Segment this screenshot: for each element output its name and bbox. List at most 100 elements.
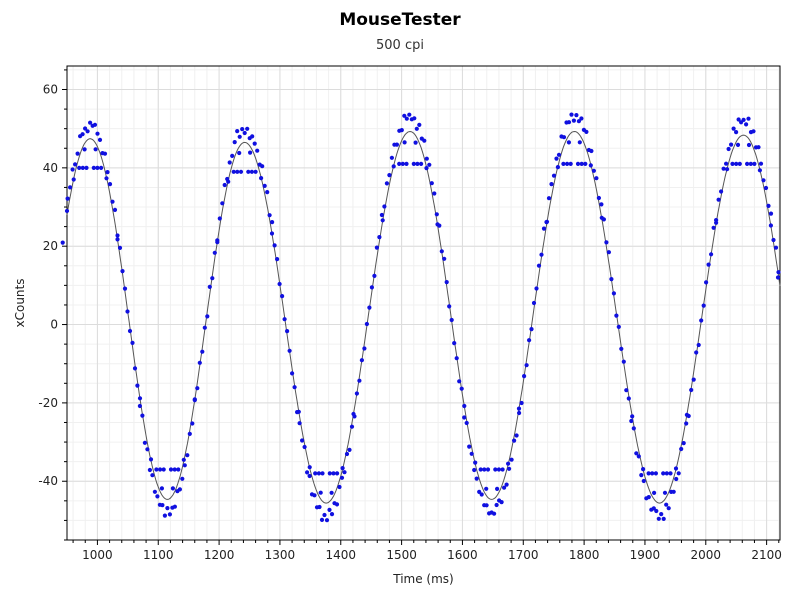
data-point bbox=[746, 142, 752, 148]
data-point bbox=[569, 112, 574, 117]
data-point bbox=[561, 161, 566, 166]
data-point bbox=[154, 467, 159, 472]
data-point bbox=[140, 413, 145, 418]
data-point bbox=[724, 161, 729, 166]
data-point bbox=[104, 176, 109, 181]
data-point bbox=[312, 493, 317, 498]
data-point bbox=[419, 161, 424, 166]
series-line bbox=[66, 130, 781, 504]
data-point bbox=[571, 118, 577, 123]
data-point bbox=[277, 281, 282, 287]
data-point bbox=[322, 512, 327, 518]
data-point bbox=[701, 303, 706, 308]
data-point bbox=[434, 212, 439, 217]
data-point bbox=[60, 240, 65, 245]
data-point bbox=[529, 327, 534, 332]
data-point bbox=[659, 511, 664, 517]
x-tick-label: 1800 bbox=[569, 548, 600, 562]
data-point bbox=[775, 275, 781, 280]
data-point bbox=[150, 473, 155, 478]
data-point bbox=[565, 161, 570, 166]
data-point bbox=[260, 164, 265, 169]
data-point bbox=[246, 169, 251, 174]
data-point bbox=[342, 470, 347, 475]
data-point bbox=[495, 486, 500, 491]
data-point bbox=[249, 169, 254, 174]
data-point bbox=[177, 487, 182, 492]
x-tick-label: 1900 bbox=[630, 548, 661, 562]
data-point bbox=[162, 513, 167, 518]
data-point bbox=[596, 195, 602, 201]
data-point bbox=[135, 383, 140, 388]
data-point bbox=[367, 305, 372, 310]
data-point bbox=[761, 178, 766, 183]
data-point bbox=[551, 173, 557, 178]
data-point bbox=[429, 181, 434, 186]
data-point bbox=[650, 471, 655, 476]
data-point bbox=[575, 161, 581, 166]
data-point bbox=[364, 321, 369, 327]
data-point bbox=[280, 294, 285, 299]
data-point bbox=[155, 494, 160, 499]
data-point bbox=[544, 219, 550, 224]
data-point bbox=[237, 134, 242, 139]
data-point bbox=[227, 160, 232, 165]
data-point bbox=[651, 506, 656, 511]
data-point bbox=[417, 122, 422, 127]
data-point bbox=[380, 218, 385, 223]
data-point bbox=[756, 145, 761, 150]
data-point bbox=[292, 385, 297, 390]
data-point bbox=[212, 250, 217, 255]
data-point bbox=[566, 140, 572, 145]
data-point bbox=[631, 426, 636, 431]
data-point bbox=[404, 161, 409, 166]
data-point bbox=[681, 441, 686, 446]
data-point bbox=[369, 285, 374, 290]
data-point bbox=[554, 156, 559, 161]
data-point bbox=[696, 342, 701, 348]
data-point bbox=[591, 168, 597, 173]
data-point bbox=[354, 391, 359, 396]
data-point bbox=[459, 386, 464, 391]
data-point bbox=[654, 508, 659, 514]
data-point bbox=[158, 467, 163, 472]
data-point bbox=[584, 129, 589, 134]
data-point bbox=[504, 482, 509, 487]
x-tick-label: 1700 bbox=[508, 548, 539, 562]
data-point bbox=[611, 291, 617, 296]
data-point bbox=[91, 165, 96, 170]
data-point bbox=[464, 420, 469, 426]
data-point bbox=[159, 486, 164, 491]
data-point bbox=[382, 204, 387, 209]
data-point bbox=[452, 341, 457, 346]
data-point bbox=[666, 506, 671, 511]
data-point bbox=[496, 467, 501, 472]
data-point bbox=[344, 451, 350, 457]
data-point bbox=[394, 142, 399, 147]
data-point bbox=[691, 377, 696, 382]
data-point bbox=[334, 502, 340, 507]
data-point bbox=[130, 340, 135, 345]
data-point bbox=[397, 161, 402, 166]
data-point bbox=[726, 146, 731, 152]
data-point bbox=[287, 348, 292, 353]
x-axis-label: Time (ms) bbox=[392, 572, 454, 586]
data-point bbox=[664, 502, 669, 507]
data-point bbox=[415, 161, 420, 166]
data-point bbox=[469, 451, 474, 456]
data-point bbox=[467, 444, 472, 449]
data-point bbox=[327, 471, 332, 476]
data-point bbox=[318, 490, 323, 495]
data-point bbox=[616, 324, 621, 329]
data-point bbox=[507, 466, 512, 471]
data-point bbox=[120, 269, 125, 274]
data-point bbox=[226, 179, 231, 184]
data-point bbox=[265, 190, 270, 195]
data-point bbox=[238, 169, 244, 174]
data-point bbox=[132, 366, 138, 371]
data-point bbox=[442, 256, 447, 261]
data-point bbox=[457, 379, 462, 384]
data-point bbox=[729, 142, 734, 147]
data-point bbox=[253, 169, 258, 174]
data-point bbox=[474, 476, 479, 481]
